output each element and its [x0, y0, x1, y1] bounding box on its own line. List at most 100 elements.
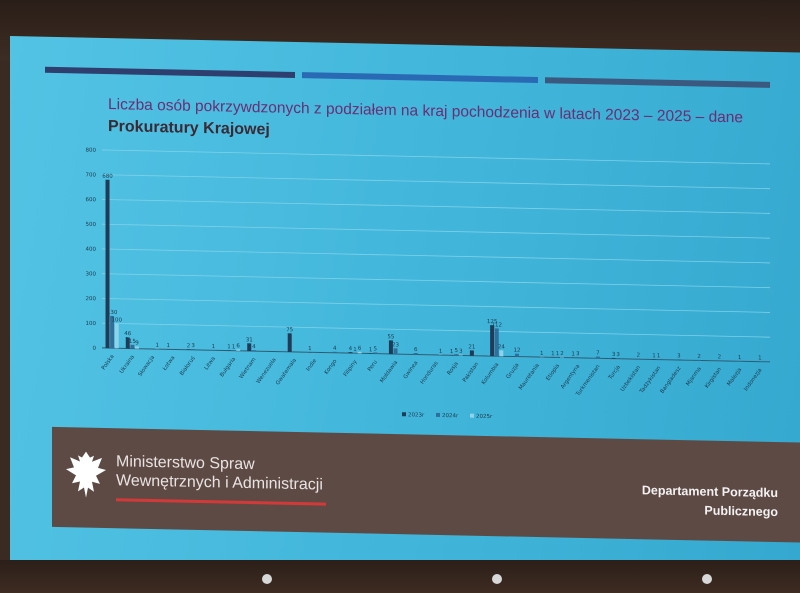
data-label: 1: [450, 349, 453, 355]
bar-2023r: [105, 179, 110, 349]
ministry-name: Ministerstwo Spraw Wewnętrznych i Admini…: [116, 452, 323, 494]
data-label: 6: [236, 343, 240, 349]
data-label: 9: [135, 340, 139, 346]
x-tick-label: Ukraina: [119, 354, 136, 375]
bar-2025r: [499, 350, 504, 357]
x-tick-label: Filipiny: [343, 358, 359, 378]
data-label: 125: [487, 319, 498, 325]
x-tick-label: Indie: [306, 358, 319, 373]
bar-2025r: [458, 354, 463, 356]
x-tick-label: Pakistan: [462, 361, 480, 384]
data-label: 6: [414, 347, 418, 353]
bar-2024r: [636, 358, 641, 360]
x-tick-label: Etiopia: [545, 363, 561, 382]
speaker-dot-icon: [702, 574, 712, 584]
data-label: 1: [308, 346, 311, 352]
data-label: 1: [652, 353, 655, 359]
gridline: [102, 248, 770, 264]
bar-2023r: [186, 349, 191, 350]
bar-2025r: [134, 346, 139, 349]
polish-eagle-emblem-icon: [66, 451, 106, 498]
y-tick-label: 100: [86, 321, 97, 327]
department-name: Departament Porządku Publicznego: [642, 481, 778, 522]
department-name-line1: Departament Porządku: [641, 483, 778, 501]
bar-chart: 0100200300400500600700800680130100Polska…: [86, 148, 770, 420]
data-label: 12: [513, 348, 520, 354]
x-axis: [102, 347, 770, 363]
x-tick-label: Uzbekistan: [620, 364, 643, 392]
bar-2024r: [595, 356, 600, 359]
bar-2024r: [717, 360, 722, 361]
bar-2025r: [357, 351, 362, 354]
bar-2024r: [616, 357, 621, 359]
x-tick-label: Polska: [101, 354, 116, 372]
legend-label: 2025r: [476, 414, 493, 420]
data-label: 7: [596, 351, 600, 357]
x-tick-label: Białoruś: [178, 355, 197, 377]
bar-2024r: [413, 352, 418, 355]
data-label: 1: [227, 344, 230, 350]
data-label: 3: [616, 352, 620, 358]
data-label: 3: [191, 343, 195, 349]
data-label: 1: [439, 349, 442, 355]
data-label: 21: [468, 344, 475, 350]
y-tick-label: 200: [86, 296, 97, 302]
x-tick-label: Słowacja: [137, 355, 156, 378]
data-label: 6: [358, 346, 362, 352]
x-tick-label: Indonezja: [743, 367, 763, 392]
data-label: 1: [556, 351, 559, 357]
data-label: 2: [697, 354, 700, 360]
bar-2024r: [373, 352, 378, 354]
bar-2025r: [236, 349, 241, 351]
bar-2024r: [676, 359, 681, 361]
data-label: 2: [560, 351, 563, 357]
x-tick-label: Wenezuela: [256, 357, 278, 385]
speaker-dot-icon: [492, 574, 502, 584]
x-tick-label: Kongo: [324, 358, 339, 376]
data-label: 5: [454, 348, 458, 354]
room-background-bottom: [0, 560, 800, 593]
data-label: 1: [551, 351, 554, 357]
projector-screen: Liczba osób pokrzywdzonych z podziałem n…: [10, 36, 800, 583]
bar-2023r: [388, 340, 393, 355]
bar-2024r: [454, 354, 459, 356]
x-tick-label: Gruzja: [505, 362, 520, 380]
bar-2024r: [332, 351, 337, 353]
legend-swatch-2024r: [436, 412, 440, 418]
data-label: 1: [571, 352, 574, 358]
data-label: 1: [232, 344, 235, 350]
bar-2023r: [348, 352, 353, 354]
gridline: [102, 199, 770, 214]
x-tick-label: Honduras: [420, 361, 440, 386]
bar-2023r: [125, 337, 130, 349]
data-label: 680: [102, 174, 113, 180]
data-label: 2: [187, 343, 190, 349]
y-tick-label: 600: [86, 197, 97, 203]
data-label: 31: [246, 337, 253, 343]
x-tick-label: Łotwa: [162, 355, 177, 373]
bar-2024r: [130, 344, 135, 349]
data-label: 130: [107, 310, 118, 316]
x-tick-label: Argentyna: [560, 364, 581, 391]
bar-2024r: [697, 359, 702, 361]
data-label: 112: [491, 322, 501, 328]
bar-2024r: [575, 357, 580, 358]
data-label: 24: [498, 344, 505, 350]
gridline: [102, 322, 770, 338]
data-label: 23: [392, 342, 399, 348]
legend-label: 2024r: [442, 413, 459, 419]
bar-2024r: [494, 328, 499, 357]
data-label: 46: [124, 331, 131, 337]
data-label: 5: [374, 346, 378, 352]
data-label: 4: [252, 344, 256, 350]
gridline: [102, 273, 770, 289]
data-label: 1: [369, 347, 372, 353]
data-label: 1: [353, 347, 356, 353]
data-label: 1: [212, 344, 215, 350]
bar-2024r: [191, 349, 196, 350]
data-label: 1: [166, 343, 169, 349]
x-tick-label: Gwinea: [403, 360, 420, 380]
x-tick-label: Wietnam: [238, 357, 257, 380]
bar-2023r: [490, 325, 495, 357]
data-label: 4: [349, 346, 353, 352]
